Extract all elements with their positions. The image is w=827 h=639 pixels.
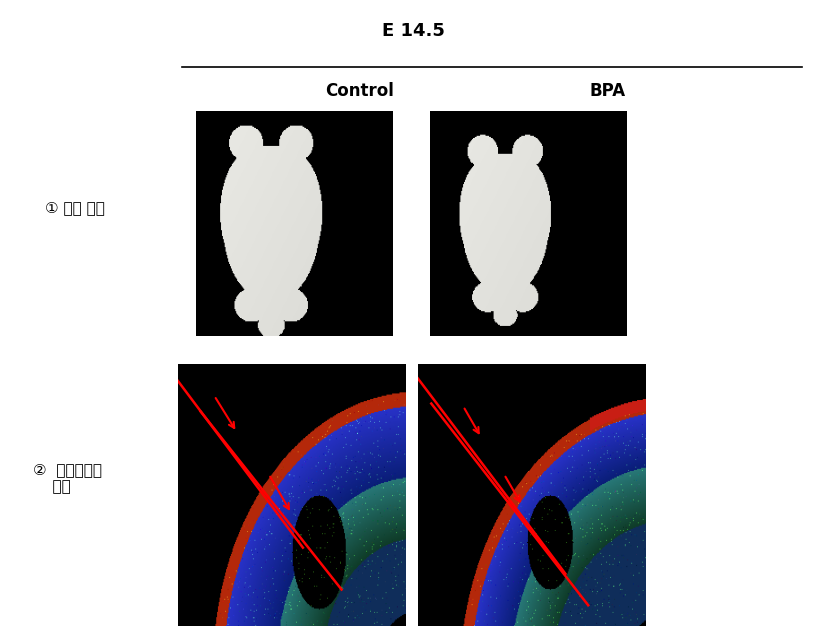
Text: 두께: 두께 xyxy=(33,479,71,495)
Text: BPA: BPA xyxy=(590,82,626,100)
Text: ① 뇌의 크기: ① 뇌의 크기 xyxy=(45,200,105,215)
Text: E 14.5: E 14.5 xyxy=(382,22,445,40)
Text: ②  대뇌피질의: ② 대뇌피질의 xyxy=(33,462,102,477)
Text: Control: Control xyxy=(325,82,394,100)
